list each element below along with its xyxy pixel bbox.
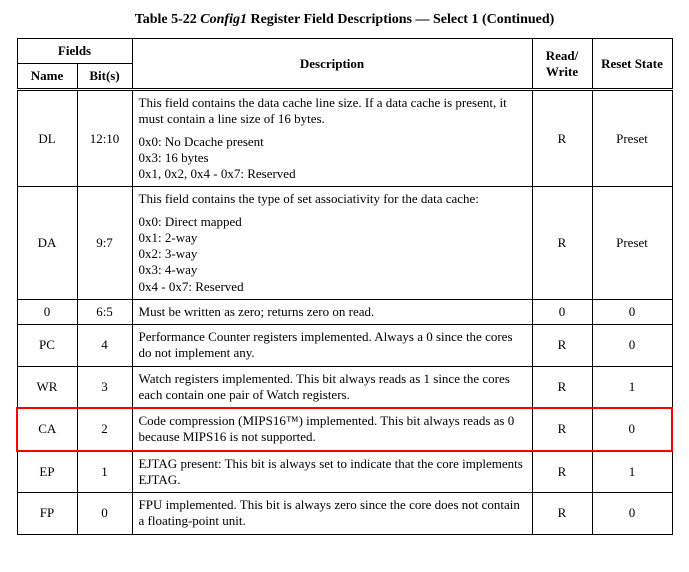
cell-bits: 4 <box>77 325 132 367</box>
cell-rw: 0 <box>532 299 592 324</box>
cell-rw: R <box>532 366 592 408</box>
description-text: This field contains the data cache line … <box>139 95 526 128</box>
cell-bits: 12:10 <box>77 90 132 187</box>
header-name: Name <box>17 64 77 90</box>
cell-bits: 6:5 <box>77 299 132 324</box>
cell-rw: R <box>532 325 592 367</box>
description-text: Watch registers implemented. This bit al… <box>139 371 526 404</box>
cell-rw: R <box>532 451 592 493</box>
cell-description: This field contains the type of set asso… <box>132 187 532 300</box>
cell-description: FPU implemented. This bit is always zero… <box>132 493 532 535</box>
cell-reset: Preset <box>592 187 672 300</box>
cell-rw: R <box>532 408 592 451</box>
cell-bits: 1 <box>77 451 132 493</box>
table-row: DL12:10This field contains the data cach… <box>17 90 672 187</box>
cell-bits: 9:7 <box>77 187 132 300</box>
cell-reset: 1 <box>592 451 672 493</box>
cell-name: DA <box>17 187 77 300</box>
cell-description: EJTAG present: This bit is always set to… <box>132 451 532 493</box>
cell-name: PC <box>17 325 77 367</box>
cell-name: EP <box>17 451 77 493</box>
cell-rw: R <box>532 90 592 187</box>
cell-description: Must be written as zero; returns zero on… <box>132 299 532 324</box>
cell-reset: 0 <box>592 325 672 367</box>
description-text: 0x0: Direct mapped0x1: 2-way0x2: 3-way0x… <box>139 214 526 295</box>
caption-prefix: Table 5-22 <box>135 12 201 27</box>
cell-name: CA <box>17 408 77 451</box>
cell-bits: 0 <box>77 493 132 535</box>
description-text: 0x0: No Dcache present0x3: 16 bytes0x1, … <box>139 134 526 183</box>
cell-name: FP <box>17 493 77 535</box>
table-row: DA9:7 This field contains the type of set… <box>17 187 672 300</box>
description-text: This field contains the type of set asso… <box>139 191 526 207</box>
description-text: Performance Counter registers implemente… <box>139 329 526 362</box>
header-reset: Reset State <box>592 39 672 90</box>
cell-description: This field contains the data cache line … <box>132 90 532 187</box>
cell-reset: 0 <box>592 493 672 535</box>
cell-description: Watch registers implemented. This bit al… <box>132 366 532 408</box>
caption-italic: Config1 <box>200 12 247 27</box>
header-row-1: Fields Description Read/ Write Reset Sta… <box>17 39 672 64</box>
cell-rw: R <box>532 493 592 535</box>
header-rw: Read/ Write <box>532 39 592 90</box>
table-row: WR3Watch registers implemented. This bit… <box>17 366 672 408</box>
description-text: EJTAG present: This bit is always set to… <box>139 456 526 489</box>
table-caption: Table 5-22 Config1 Register Field Descri… <box>16 12 673 28</box>
header-bits: Bit(s) <box>77 64 132 90</box>
cell-rw: R <box>532 187 592 300</box>
cell-name: DL <box>17 90 77 187</box>
cell-reset: 1 <box>592 366 672 408</box>
table-row: CA2Code compression (MIPS16™) implemente… <box>17 408 672 451</box>
cell-description: Code compression (MIPS16™) implemented. … <box>132 408 532 451</box>
cell-reset: 0 <box>592 408 672 451</box>
cell-name: WR <box>17 366 77 408</box>
description-text: FPU implemented. This bit is always zero… <box>139 497 526 530</box>
cell-bits: 3 <box>77 366 132 408</box>
caption-suffix: Register Field Descriptions — Select 1 (… <box>247 12 554 27</box>
register-table: Fields Description Read/ Write Reset Sta… <box>16 38 673 535</box>
table-row: PC4Performance Counter registers impleme… <box>17 325 672 367</box>
table-row: 06:5Must be written as zero; returns zer… <box>17 299 672 324</box>
cell-description: Performance Counter registers implemente… <box>132 325 532 367</box>
header-description: Description <box>132 39 532 90</box>
header-fields: Fields <box>17 39 132 64</box>
cell-name: 0 <box>17 299 77 324</box>
table-row: EP1EJTAG present: This bit is always set… <box>17 451 672 493</box>
cell-reset: 0 <box>592 299 672 324</box>
cell-reset: Preset <box>592 90 672 187</box>
cell-bits: 2 <box>77 408 132 451</box>
description-text: Must be written as zero; returns zero on… <box>139 304 526 320</box>
table-body: DL12:10This field contains the data cach… <box>17 90 672 535</box>
table-row: FP0FPU implemented. This bit is always z… <box>17 493 672 535</box>
description-text: Code compression (MIPS16™) implemented. … <box>139 413 526 446</box>
